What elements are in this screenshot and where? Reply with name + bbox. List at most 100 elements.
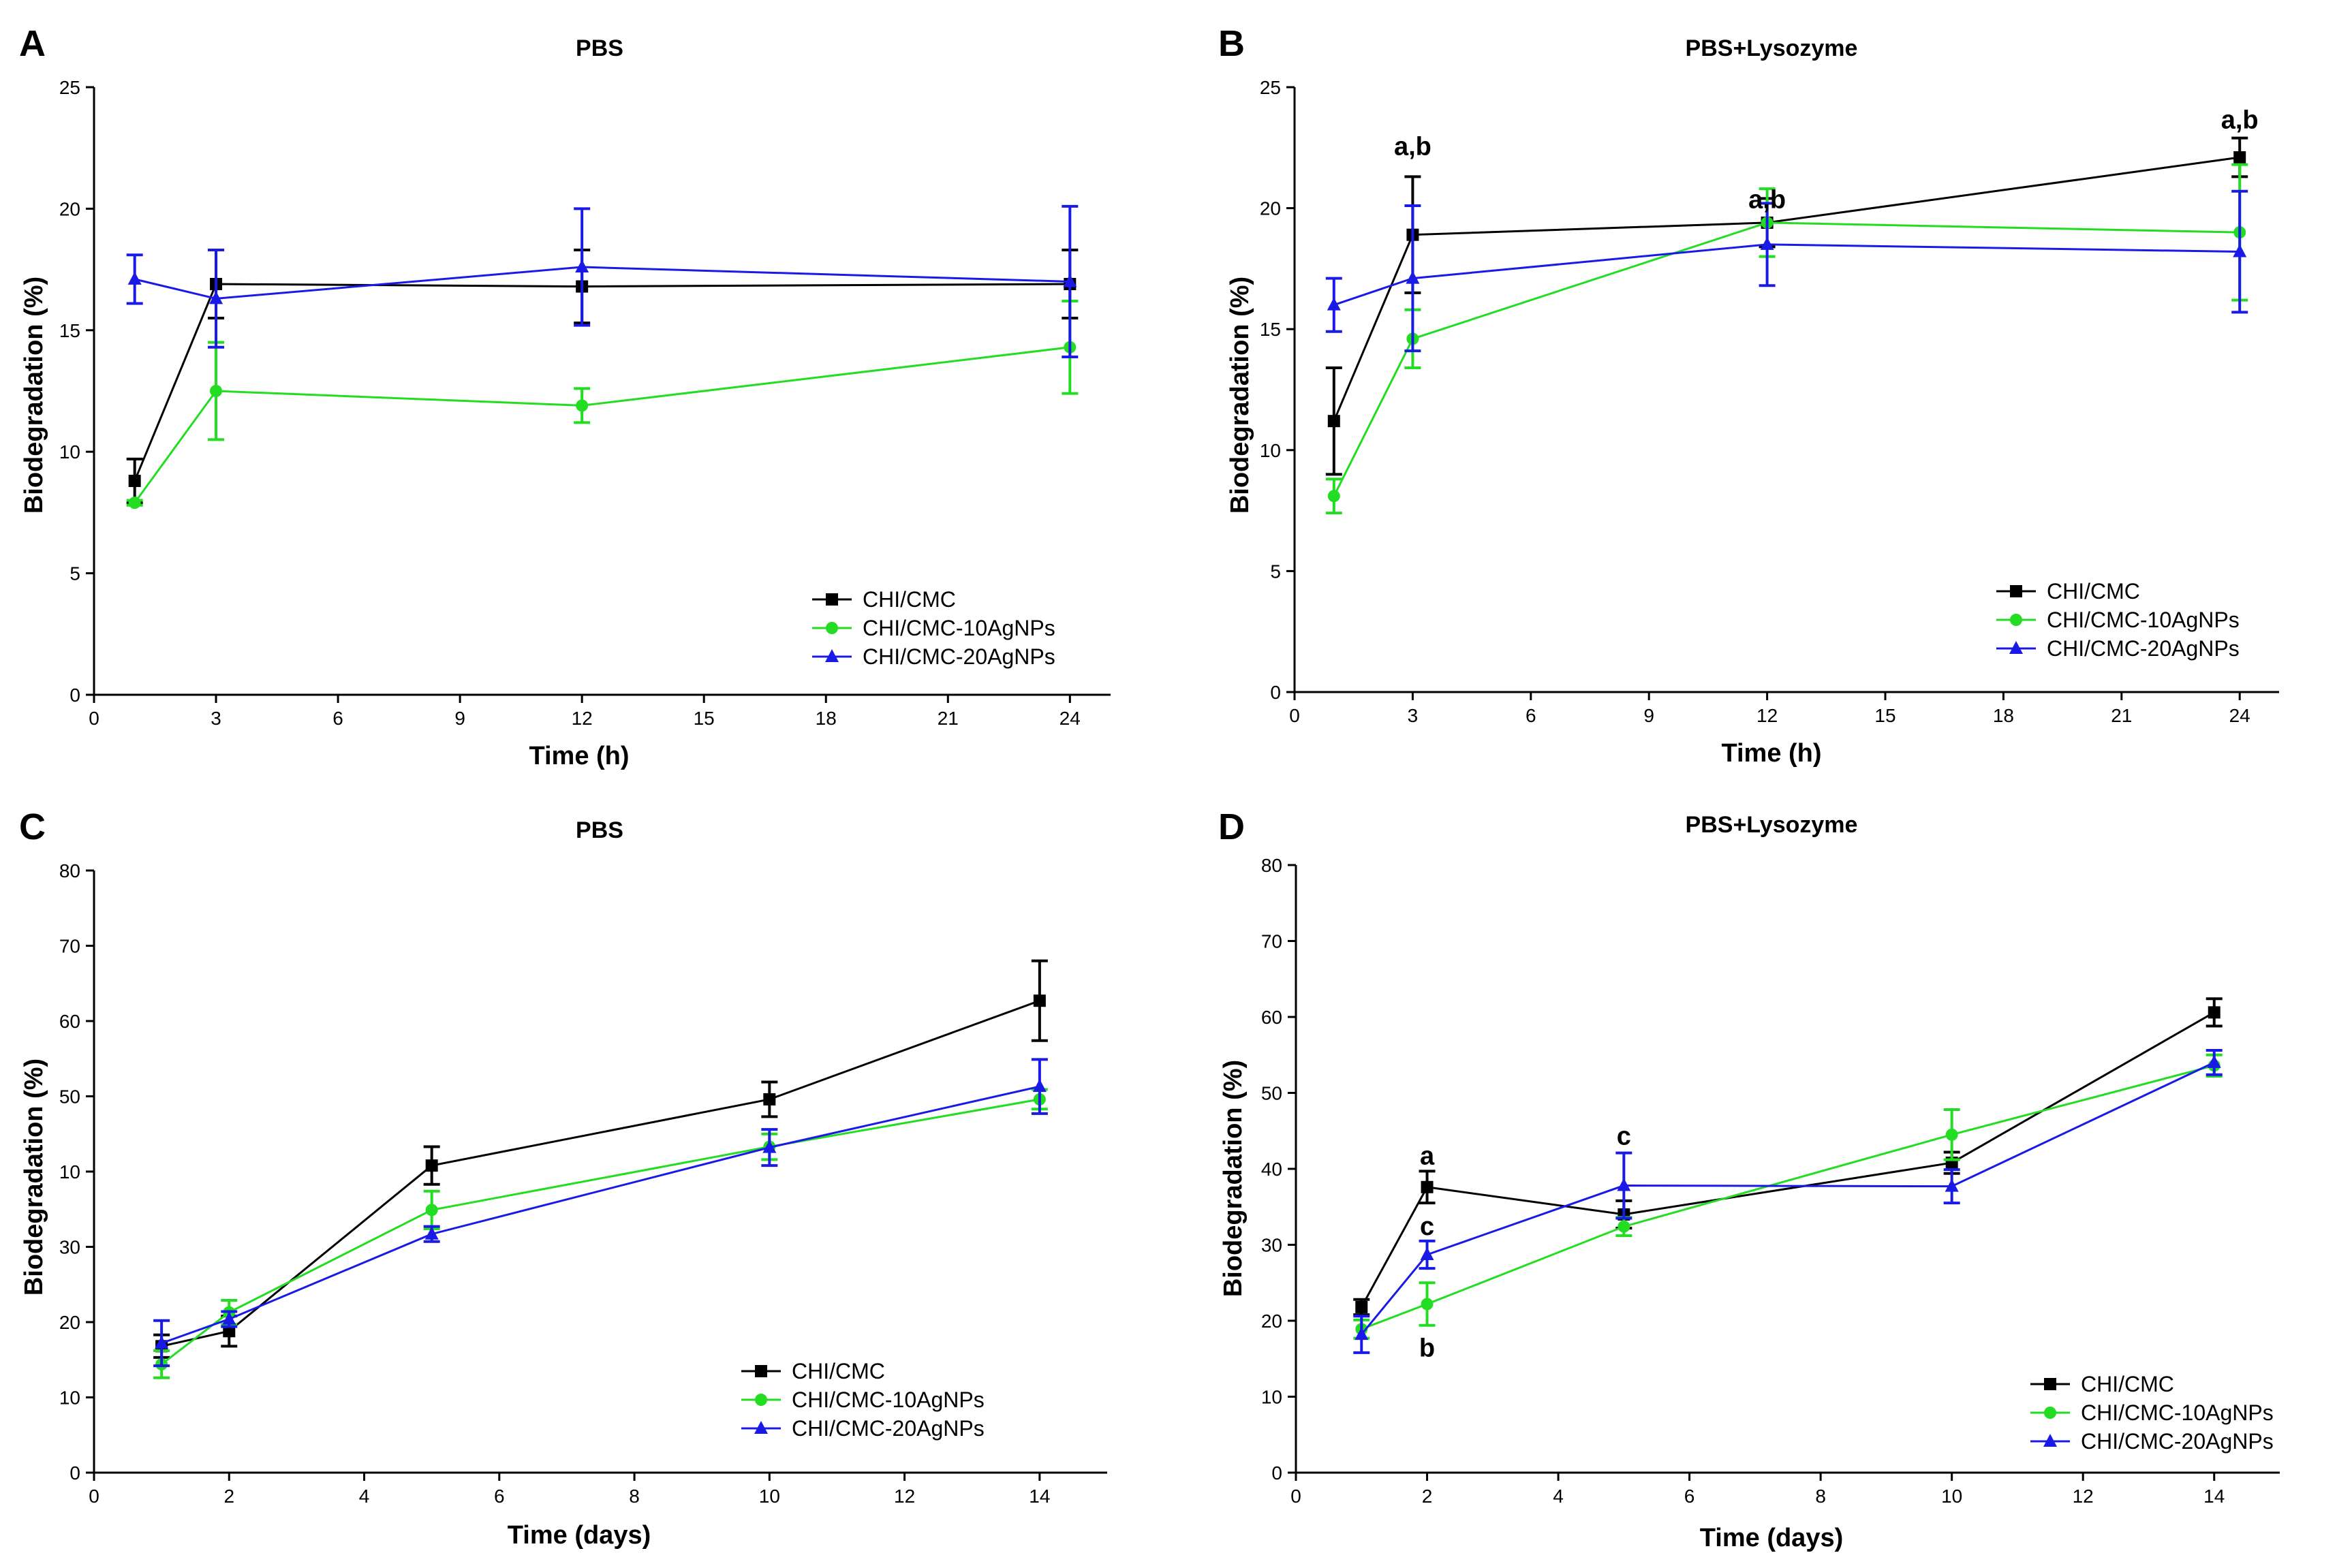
x-axis-label: Time (h) bbox=[1721, 739, 1821, 768]
series bbox=[1353, 1053, 2223, 1340]
data-point bbox=[1945, 1128, 1958, 1141]
data-point bbox=[128, 475, 141, 488]
y-tick-label: 20 bbox=[59, 1312, 80, 1333]
data-point bbox=[826, 593, 838, 606]
chart-title: PBS bbox=[576, 35, 623, 61]
data-point bbox=[576, 399, 589, 412]
x-tick-label: 3 bbox=[1408, 705, 1419, 726]
y-tick-label: 15 bbox=[59, 320, 80, 341]
x-tick-label: 9 bbox=[454, 708, 465, 729]
x-tick-label: 21 bbox=[938, 708, 959, 729]
y-tick-label: 0 bbox=[1271, 1462, 1282, 1484]
data-point bbox=[1032, 1079, 1047, 1093]
panel-d: D PBS+Lysozyme Time (days) Biodegradatio… bbox=[1218, 806, 2280, 1552]
data-point bbox=[425, 1159, 438, 1172]
plot-area: 0 5 10 15 20 25 0 3 6 9 12 15 18 21 24 bbox=[59, 77, 1111, 729]
y-tick-label: 30 bbox=[1261, 1235, 1282, 1256]
data-point bbox=[128, 497, 141, 509]
x-tick-label: 0 bbox=[89, 1486, 99, 1507]
data-point bbox=[2233, 244, 2247, 257]
data-point bbox=[826, 622, 838, 634]
data-point bbox=[2010, 614, 2022, 626]
y-tick-label: 30 bbox=[59, 1237, 80, 1258]
y-tick-label: 10 bbox=[59, 441, 80, 462]
series-line bbox=[134, 283, 1070, 482]
data-point bbox=[424, 1226, 439, 1240]
series bbox=[1325, 189, 2248, 353]
x-tick-label: 24 bbox=[1059, 708, 1081, 729]
panel-letter: A bbox=[19, 23, 46, 64]
series-line bbox=[134, 346, 1070, 504]
legend-label: CHI/CMC bbox=[2081, 1372, 2174, 1396]
data-point bbox=[127, 271, 142, 285]
data-point bbox=[2044, 1378, 2056, 1390]
y-tick-label: 50 bbox=[1261, 1083, 1282, 1104]
data-point bbox=[1355, 1327, 1369, 1340]
x-tick-label: 12 bbox=[1756, 705, 1778, 726]
y-tick-label: 25 bbox=[1260, 77, 1281, 98]
data-point bbox=[1421, 1298, 1434, 1311]
x-tick-label: 0 bbox=[1290, 1486, 1301, 1507]
data-point bbox=[1406, 270, 1420, 284]
legend-label: CHI/CMC-10AgNPs bbox=[2047, 608, 2240, 632]
y-tick-label: 40 bbox=[1261, 1159, 1282, 1180]
y-tick-label: 15 bbox=[1260, 319, 1281, 340]
significance-label: c bbox=[1617, 1122, 1631, 1150]
panel-b: B PBS+Lysozyme Time (h) Biodegradation (… bbox=[1218, 23, 2279, 768]
data-point bbox=[1421, 1180, 1434, 1193]
data-point bbox=[763, 1093, 776, 1106]
significance-label: a,b bbox=[1394, 132, 1431, 161]
data-point bbox=[425, 1204, 438, 1217]
plot-area: 0 5 10 15 20 25 0 3 6 9 12 15 18 21 24 a,b a,b a,b bbox=[1260, 77, 2279, 726]
series-line bbox=[161, 999, 1040, 1347]
legend-label: CHI/CMC-20AgNPs bbox=[2047, 636, 2240, 661]
series bbox=[153, 959, 1048, 1359]
y-tick-label: 10 bbox=[59, 1161, 80, 1182]
plot-area: 0 10 20 30 10 50 60 70 80 0 2 4 6 8 10 12 14 bbox=[59, 860, 1107, 1507]
x-tick-label: 14 bbox=[2203, 1486, 2225, 1507]
data-point bbox=[2233, 151, 2246, 164]
series-line bbox=[1360, 1012, 2215, 1308]
series-line bbox=[1333, 221, 2240, 497]
x-tick-label: 0 bbox=[89, 708, 99, 729]
series-line bbox=[161, 1098, 1040, 1366]
panel-letter: C bbox=[19, 806, 46, 847]
x-tick-label: 8 bbox=[629, 1486, 640, 1507]
significance-label: b bbox=[1419, 1334, 1435, 1362]
data-point bbox=[2010, 585, 2022, 597]
x-tick-label: 9 bbox=[1643, 705, 1654, 726]
x-tick-label: 24 bbox=[2229, 705, 2250, 726]
y-tick-label: 60 bbox=[59, 1011, 80, 1032]
y-tick-label: 0 bbox=[69, 685, 80, 706]
y-tick-label: 10 bbox=[1260, 440, 1281, 461]
series-line bbox=[1333, 243, 2240, 307]
y-tick-label: 5 bbox=[1270, 561, 1281, 582]
y-tick-label: 70 bbox=[59, 936, 80, 957]
legend-label: CHI/CMC bbox=[792, 1359, 885, 1383]
y-tick-label: 50 bbox=[59, 1086, 80, 1108]
x-tick-label: 3 bbox=[211, 708, 221, 729]
y-tick-label: 0 bbox=[1270, 682, 1281, 703]
y-tick-label: 20 bbox=[1261, 1311, 1282, 1332]
legend-label: CHI/CMC-20AgNPs bbox=[792, 1416, 985, 1441]
y-tick-label: 5 bbox=[69, 563, 80, 584]
series-line bbox=[161, 1085, 1040, 1345]
panel-c: C PBS Time (days) Biodegradation (%) 0 10… bbox=[19, 806, 1107, 1550]
x-axis-label: Time (days) bbox=[1700, 1524, 1843, 1552]
x-axis-label: Time (h) bbox=[529, 742, 629, 770]
legend: CHI/CMC CHI/CMC-10AgNPs CHI/CMC-20AgNPs bbox=[741, 1359, 985, 1441]
data-point bbox=[1327, 297, 1341, 311]
x-tick-label: 6 bbox=[1526, 705, 1536, 726]
data-point bbox=[1945, 1178, 1959, 1192]
x-tick-label: 21 bbox=[2111, 705, 2132, 726]
data-point bbox=[825, 649, 839, 662]
data-point bbox=[155, 1335, 169, 1349]
legend: CHI/CMC CHI/CMC-10AgNPs CHI/CMC-20AgNPs bbox=[2030, 1372, 2274, 1454]
x-tick-label: 14 bbox=[1029, 1486, 1050, 1507]
data-point bbox=[2009, 641, 2023, 654]
series bbox=[1325, 163, 2248, 515]
data-point bbox=[209, 291, 223, 304]
data-point bbox=[223, 1325, 236, 1338]
x-tick-label: 8 bbox=[1815, 1486, 1826, 1507]
legend-label: CHI/CMC-10AgNPs bbox=[2081, 1400, 2274, 1425]
